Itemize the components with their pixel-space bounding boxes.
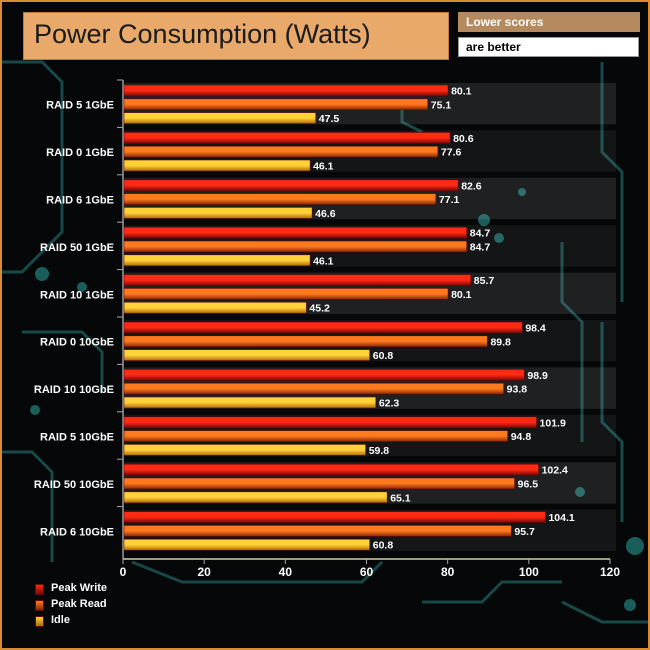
bar-peak-write [123, 416, 537, 429]
data-label: 80.1 [451, 86, 472, 98]
data-label: 85.7 [474, 275, 495, 287]
legend-label: Idle [51, 614, 70, 626]
bar-peak-read [123, 477, 515, 490]
data-label: 102.4 [542, 465, 568, 477]
bar-peak-write [123, 179, 459, 192]
category-label: RAID 0 1GbE [46, 147, 114, 159]
bar-idle [123, 159, 311, 172]
category-label: RAID 5 10GbE [40, 432, 114, 444]
x-tick-label: 100 [519, 565, 539, 579]
data-label: 94.8 [511, 431, 532, 443]
x-tick-label: 0 [120, 565, 127, 579]
bar-peak-write [123, 463, 539, 476]
legend-swatch [35, 616, 44, 627]
x-tick-label: 80 [441, 565, 455, 579]
bar-peak-write [123, 84, 449, 97]
title-box: Power Consumption (Watts) [23, 12, 449, 60]
data-label: 104.1 [548, 512, 574, 524]
data-label: 101.9 [540, 417, 566, 429]
bar-peak-write [123, 226, 468, 239]
category-label: RAID 0 10GbE [40, 337, 114, 349]
data-label: 46.1 [313, 161, 334, 173]
data-label: 77.1 [439, 194, 460, 206]
legend-label: Peak Read [51, 598, 107, 610]
chart-title: Power Consumption (Watts) [34, 19, 371, 49]
data-label: 62.3 [379, 398, 400, 410]
bar-idle [123, 396, 377, 409]
bar-peak-read [123, 145, 439, 158]
category-label: RAID 10 10GbE [34, 384, 114, 396]
bar-peak-read [123, 382, 504, 395]
bar-peak-write [123, 132, 451, 144]
bar-idle [123, 254, 311, 267]
data-label: 84.7 [470, 242, 491, 254]
data-label: 80.1 [451, 289, 472, 301]
data-label: 96.5 [518, 479, 539, 491]
bar-peak-read [123, 240, 468, 253]
bar-peak-read [123, 335, 488, 348]
note-line-2: are better [466, 40, 521, 54]
data-label: 75.1 [431, 99, 452, 111]
data-label: 77.6 [441, 147, 462, 159]
data-label: 84.7 [470, 228, 491, 240]
category-label: RAID 50 1GbE [40, 242, 114, 254]
bar-peak-read [123, 98, 429, 111]
category-label: RAID 10 1GbE [40, 289, 114, 301]
x-tick-label: 120 [600, 565, 620, 579]
data-label: 80.6 [453, 133, 474, 145]
note-are-better: are better [458, 37, 639, 57]
bar-peak-write [123, 369, 525, 381]
bar-peak-read [123, 288, 449, 300]
data-label: 60.8 [373, 350, 394, 362]
bar-peak-read [123, 430, 509, 442]
data-label: 98.4 [525, 323, 546, 335]
data-label: 47.5 [319, 113, 340, 125]
data-label: 93.8 [507, 384, 528, 396]
data-label: 60.8 [373, 540, 394, 552]
note-lower-scores: Lower scores [458, 12, 640, 32]
bar-idle [123, 207, 313, 219]
data-label: 59.8 [369, 445, 390, 457]
bar-peak-read [123, 525, 512, 537]
bar-peak-write [123, 274, 472, 286]
bar-idle [123, 301, 307, 314]
x-tick-label: 60 [360, 565, 374, 579]
data-label: 65.1 [390, 492, 411, 504]
bar-peak-write [123, 511, 546, 523]
data-label: 46.6 [315, 208, 336, 220]
category-label: RAID 5 1GbE [46, 100, 114, 112]
bar-idle [123, 491, 388, 504]
bar-peak-read [123, 193, 437, 205]
data-label: 95.7 [514, 526, 535, 538]
x-tick-label: 40 [279, 565, 293, 579]
bar-idle [123, 538, 371, 551]
data-label: 45.2 [309, 303, 330, 315]
note-line-1: Lower scores [466, 15, 544, 29]
data-label: 82.6 [461, 180, 482, 192]
bar-idle [123, 349, 371, 361]
legend-label: Peak Write [51, 582, 108, 594]
category-label: RAID 50 10GbE [34, 479, 114, 491]
category-label: RAID 6 1GbE [46, 195, 114, 207]
data-label: 46.1 [313, 255, 334, 267]
legend-swatch [35, 600, 44, 611]
bar-idle [123, 112, 317, 124]
bar-peak-write [123, 321, 523, 334]
category-label: RAID 6 10GbE [40, 526, 114, 538]
legend-swatch [35, 584, 44, 595]
bar-idle [123, 444, 366, 456]
data-label: 89.8 [490, 336, 511, 348]
x-tick-label: 20 [197, 565, 211, 579]
data-label: 98.9 [527, 370, 548, 382]
